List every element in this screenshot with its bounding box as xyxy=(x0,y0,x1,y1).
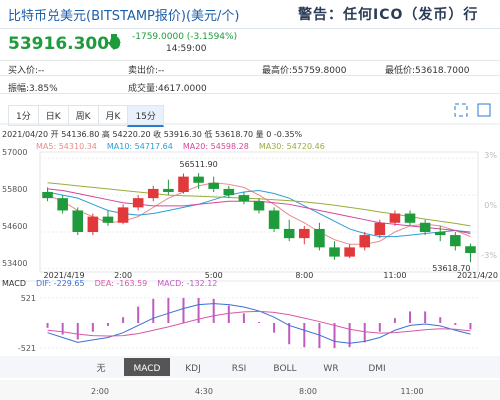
candle-body xyxy=(404,213,416,223)
info-row: 买入价:-- 卖出价:-- 最高价:55759.8000 最低价:53618.7000 xyxy=(0,60,500,76)
change: -1759.0000 (-3.1594%) xyxy=(132,32,238,42)
indicator-tab[interactable]: DMI xyxy=(368,364,385,374)
macd-legend: DEA: -163.59 xyxy=(95,279,148,288)
x-tick-label: 5:00 xyxy=(205,271,223,280)
x-tick-label: 8:00 xyxy=(295,271,313,280)
y-tick-label: 55800 xyxy=(2,185,27,194)
candle-body xyxy=(193,176,204,183)
indicator-tab-selected xyxy=(124,358,170,376)
y-tick-label: 521 xyxy=(21,294,36,303)
legend-entry: MA30: 54720.46 xyxy=(259,142,325,151)
chart: 2021/04/20 开 54136.80 高 54220.20 收 53916… xyxy=(0,103,500,400)
legend-entry: MA10: 54717.64 xyxy=(107,142,173,151)
down-arrow xyxy=(107,34,121,50)
indicator-bar xyxy=(0,356,500,378)
y-tick-label: -521 xyxy=(18,344,36,353)
candle-body xyxy=(344,247,355,257)
macd-line xyxy=(47,310,471,337)
indicator-tab[interactable]: RSI xyxy=(232,364,247,374)
info-item: 卖出价:-- xyxy=(128,66,165,76)
indicator-tab[interactable]: WR xyxy=(323,364,338,374)
warning: 警告：任何ICO（发币）行 xyxy=(298,7,479,23)
y-tick-label: 54600 xyxy=(2,222,27,231)
candle-body xyxy=(208,182,219,189)
x-tick-label: 2021/4/19 xyxy=(44,271,85,280)
timeline-label: 8:00 xyxy=(299,387,317,396)
y-tick-label: 53400 xyxy=(2,259,27,268)
candle-body xyxy=(178,176,189,192)
period-tabs: 1分 日K 周K 月K 15分 xyxy=(8,104,164,127)
info-item: 最低价:53618.7000 xyxy=(385,66,470,76)
candle-body xyxy=(102,216,114,223)
timeline-label: 11:00 xyxy=(400,387,423,396)
y2-tick-label: 0% xyxy=(484,201,497,210)
time: 14:59:00 xyxy=(166,44,207,54)
candle-body xyxy=(117,207,129,223)
macd-legend: MACD: -132.12 xyxy=(157,279,217,288)
indicator-tab[interactable]: BOLL xyxy=(273,364,296,374)
candle-body xyxy=(223,188,235,196)
macd-legend: MACD xyxy=(2,279,26,288)
info-item: 最高价:55759.8000 xyxy=(262,66,347,76)
settings-icon[interactable] xyxy=(477,103,491,117)
legend-entry: MA20: 54598.28 xyxy=(183,142,249,151)
plot-frame xyxy=(39,151,479,273)
timeline-bar xyxy=(0,380,500,400)
candle-body xyxy=(299,228,310,239)
info-item: 成交量:4617.0000 xyxy=(128,84,207,94)
candle-body xyxy=(465,246,476,254)
candle-body xyxy=(359,235,371,248)
legend-entry: MA5: 54310.34 xyxy=(36,142,97,151)
y-tick-label: 57000 xyxy=(2,148,27,157)
annotation: 53618.70 xyxy=(432,264,470,273)
candle-body xyxy=(57,198,68,211)
title: 比特币兑美元(BITSTAMP报价)(美元/个) xyxy=(8,9,240,24)
info-item: 振幅:3.85% xyxy=(8,84,58,94)
candle-body xyxy=(253,201,265,211)
period-tab[interactable]: 月K xyxy=(97,105,129,126)
candle-body xyxy=(450,235,461,247)
timeline-label: 4:30 xyxy=(195,387,213,396)
info-row: 振幅:3.85% 成交量:4617.0000 xyxy=(0,79,500,94)
candle-body xyxy=(147,188,159,199)
candle-body xyxy=(268,210,280,229)
candle-body xyxy=(132,198,144,208)
x-tick-label: 11:00 xyxy=(383,271,406,280)
candle-body xyxy=(314,228,325,248)
fullscreen-icon[interactable] xyxy=(454,103,468,117)
candle-body xyxy=(238,195,250,202)
candle-body xyxy=(283,228,295,239)
candle-body xyxy=(87,216,99,232)
candle-body xyxy=(72,210,84,232)
indicator-tab[interactable]: KDJ xyxy=(185,364,201,374)
indicator-tab[interactable]: 无 xyxy=(96,363,105,374)
subtitle: 2021/04/20 开 54136.80 高 54220.20 收 53916… xyxy=(2,129,303,139)
timeline-label: 2:00 xyxy=(91,387,109,396)
header: 比特币兑美元(BITSTAMP报价)(美元/个) 警告：任何ICO（发币）行 xyxy=(0,0,500,29)
candle-body xyxy=(374,222,386,236)
macd-line xyxy=(47,303,471,344)
macd-legend: DIF: -229.65 xyxy=(36,279,85,288)
candle-body xyxy=(389,213,401,223)
price: 53916.3000 xyxy=(8,34,121,54)
candle-body xyxy=(434,232,446,236)
info-item: 买入价:-- xyxy=(8,66,45,76)
candle-body xyxy=(163,188,174,192)
candle-body xyxy=(419,222,431,232)
x-tick-label: 2:00 xyxy=(114,271,132,280)
x-tick-label: 2021/4/20 xyxy=(457,271,498,280)
annotation: 56511.90 xyxy=(180,160,218,169)
candle-body xyxy=(329,247,340,257)
candle-body xyxy=(42,192,53,199)
period-tab[interactable]: 15分 xyxy=(127,105,164,127)
y2-tick-label: -3% xyxy=(481,251,497,260)
y2-tick-label: 3% xyxy=(484,151,497,160)
indicator-tab[interactable]: MACD xyxy=(134,364,161,374)
